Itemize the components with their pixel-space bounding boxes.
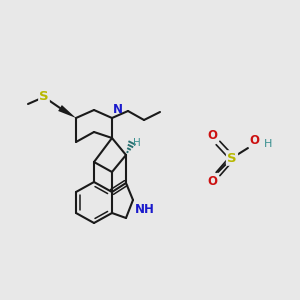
Text: H: H bbox=[264, 139, 272, 149]
Text: O: O bbox=[249, 134, 259, 147]
Text: O: O bbox=[207, 129, 217, 142]
Text: S: S bbox=[227, 152, 237, 164]
Text: NH: NH bbox=[135, 203, 155, 216]
Text: H: H bbox=[133, 138, 141, 148]
Text: S: S bbox=[39, 91, 49, 103]
Polygon shape bbox=[58, 105, 76, 118]
Text: N: N bbox=[113, 103, 123, 116]
Text: O: O bbox=[207, 175, 217, 188]
